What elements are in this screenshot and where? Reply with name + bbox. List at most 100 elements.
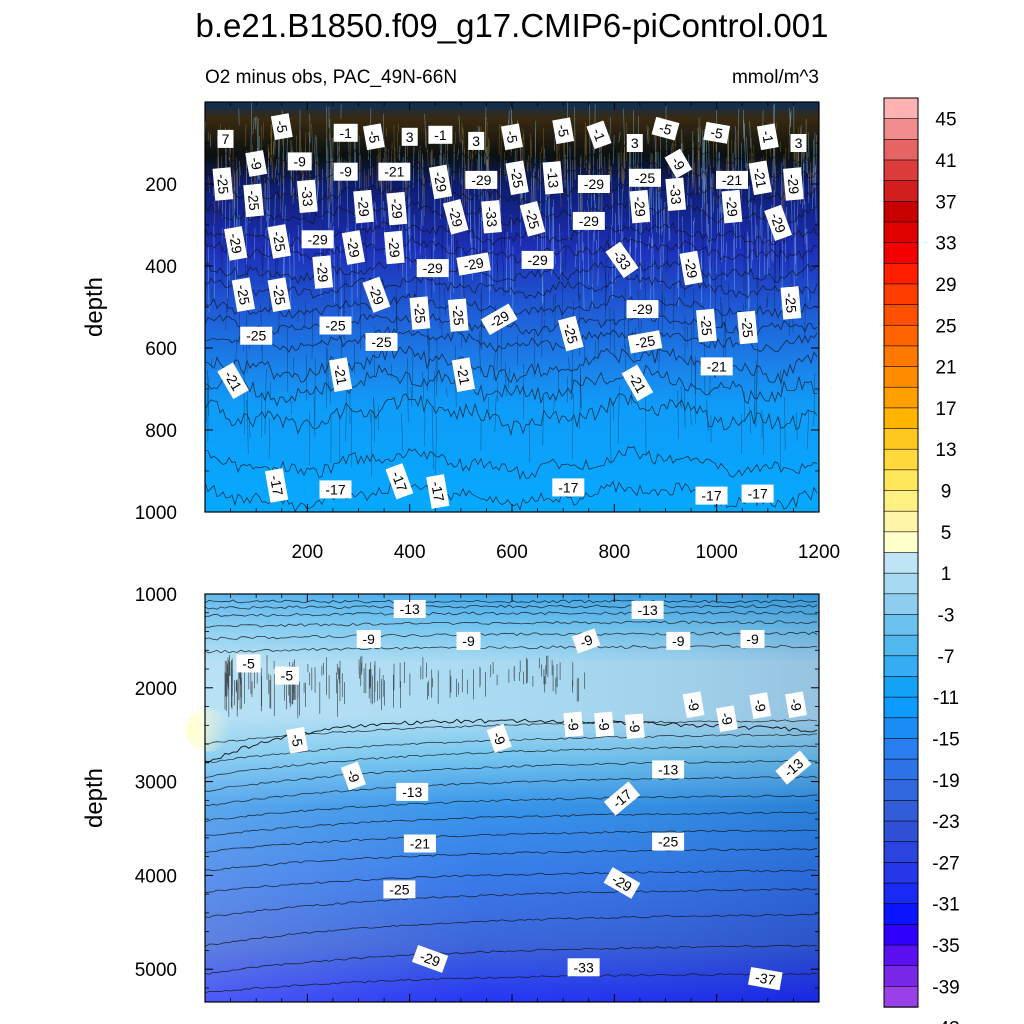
contour-label-text: -25 [739,317,757,339]
colorbar-swatch [883,986,919,1008]
contour-label: -25 [267,277,291,313]
contour-label: -9 [571,628,601,654]
colorbar-label: -3 [938,606,955,627]
contour-label-text: -13 [400,601,420,617]
lower-contour-line [205,775,818,807]
contour-label: -9 [456,631,481,650]
contour-label: -9 [245,150,268,177]
contour-label: -25 [383,880,416,899]
contour-label-text: -21 [331,363,350,386]
colorbar-swatch [883,779,919,802]
contour-label: 7 [217,129,234,148]
contour-label-text: -25 [245,190,263,212]
contour-label-text: -25 [522,207,543,231]
colorbar-label: -31 [932,895,959,916]
contour-label: -29 [341,230,366,265]
upper-xtick-label: 400 [394,542,426,563]
contour-label: -25 [240,326,273,345]
contour-label: -29 [224,226,248,261]
contour-label: -21 [748,160,772,196]
lower-ytick-label: 5000 [135,960,177,981]
contour-label-text: -25 [698,315,716,337]
contour-label: -9 [287,152,312,171]
lower-contour-labels: -13 -13 -9 -9 -9 -9 -9 -5 -5 -5 -9 -9 -9 -9 -9 -9 -9 -9 -9… [236,600,812,991]
contour-label: -29 [721,189,743,224]
contour-label: -25 [319,316,352,335]
colorbar-label: 33 [935,234,956,255]
contour-label: -25 [267,224,291,259]
contour-label: -9 [594,711,615,738]
colorbar-label: -39 [932,977,959,998]
contour-label-text: -29 [579,213,599,229]
colorbar-swatch [883,758,919,781]
contour-label: -17 [741,484,774,503]
contour-label-text: -9 [565,717,582,731]
contour-label-text: -9 [596,717,613,731]
colorbar-swatch [883,882,919,905]
contour-label-text: -1 [759,129,777,144]
figure-title: b.e21.B1850.f09_g17.CMIP6-piControl.001 [196,7,829,44]
contour-label: -13 [775,750,812,785]
contour-label: -1 [428,125,453,144]
contour-label-text: 3 [631,135,639,151]
colorbar-label: 9 [941,482,952,503]
contour-label-text: -17 [558,479,578,495]
contour-label: -13 [542,161,564,195]
contour-label-text: -5 [657,119,673,138]
upper-contour-line [205,325,818,353]
contour-label-text: -17 [747,486,767,502]
contour-label: -25 [627,330,663,354]
colorbar-swatch [883,655,919,678]
colorbar-swatch [883,490,919,512]
colorbar-swatch [883,552,919,574]
colorbar-swatch [883,345,919,368]
contour-label-text: -9 [247,156,265,171]
upper-xtick-label: 600 [496,542,528,563]
upper-ytick-label: 200 [145,175,177,196]
contour-label-text: -5 [281,668,294,684]
contour-label-text: -29 [632,301,652,317]
contour-label-text: -29 [471,172,491,188]
colorbar-swatch [883,924,919,946]
lower-contours [205,599,818,994]
contour-label: -13 [393,600,426,618]
contour-label: -1 [586,120,612,150]
colorbar-swatch [883,448,919,471]
upper-subtitle: O2 minus obs, PAC_49N-66N [205,67,457,88]
lower-contour-line [205,829,818,853]
colorbar-swatch [883,820,919,843]
contour-label: -29 [428,164,453,200]
contour-label: -29 [783,167,804,201]
contour-label-text: -29 [462,254,485,273]
contour-label-text: -25 [560,322,581,346]
lower-contour-line [205,719,818,745]
contour-label-text: -1 [589,126,608,143]
colorbar: 45 41 37 33 29 25 21 17 13 9 5 1 -3 -7 -11 -15 -19 -23 -27… [883,97,960,1024]
contour-label: -9 [785,691,807,719]
colorbar-swatch [883,965,919,988]
contour-label-text: -9 [490,730,509,747]
contour-label-text: -9 [339,164,352,180]
upper-axes: 200 400 600 800 1000 200 400 600 800 1000 1200 [135,102,840,563]
contour-label-text: -25 [270,230,289,253]
contour-label: -29 [456,252,491,276]
colorbar-label: 1 [941,564,952,585]
contour-label-text: -21 [707,358,727,374]
contour-label-text: -29 [445,205,466,229]
colorbar-swatch [883,510,919,533]
contour-label: -25 [505,160,529,196]
contour-label-text: -1 [339,125,352,141]
contour-label: -29 [383,230,405,265]
contour-label-text: -25 [214,173,232,195]
contour-label-text: -25 [411,302,429,324]
contour-label-text: -25 [782,292,800,314]
contour-label-text: -29 [785,173,803,195]
colorbar-swatch [883,304,919,326]
contour-label-text: -25 [634,332,657,351]
contour-label-text: -21 [722,172,742,188]
lower-ytick-label: 1000 [135,585,177,606]
contour-label: -5 [703,121,731,144]
contour-label: -29 [312,255,334,289]
contour-label-text: -17 [325,481,345,497]
colorbar-swatch [883,634,919,657]
